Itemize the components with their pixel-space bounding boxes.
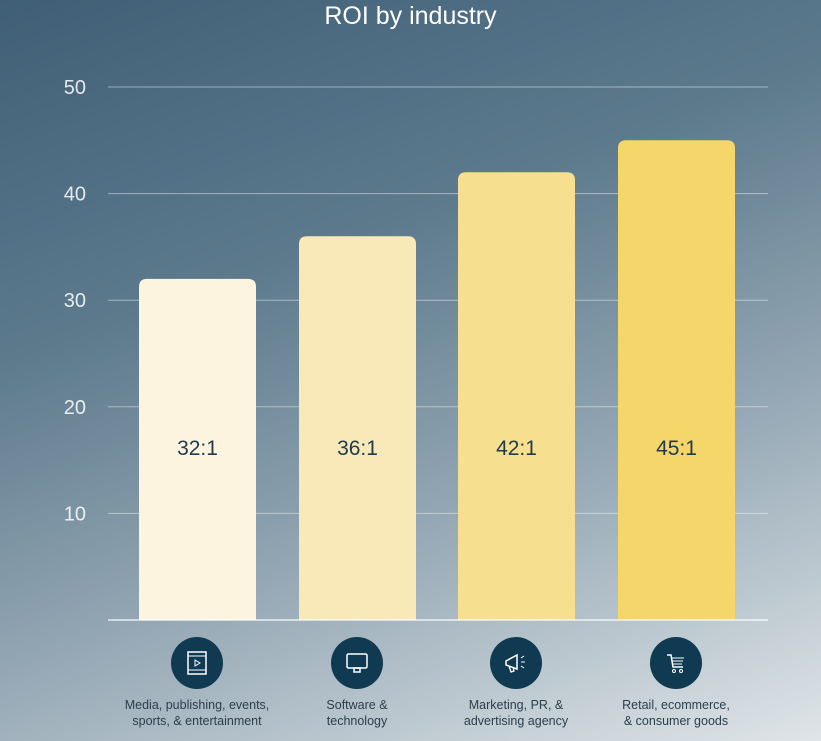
bar — [618, 140, 735, 621]
category-label: Retail, ecommerce, & consumer goods — [591, 697, 761, 729]
megaphone-icon — [490, 637, 542, 689]
data-label: 32:1 — [177, 437, 218, 460]
y-tick-label: 10 — [64, 503, 86, 525]
category-label: Software & technology — [272, 697, 442, 729]
category-label-line: Media, publishing, events, — [124, 698, 270, 712]
category-label-line: Marketing, PR, & — [468, 698, 564, 712]
category-label: Marketing, PR, & advertising agency — [431, 697, 601, 729]
data-label: 45:1 — [656, 437, 697, 460]
film-icon — [171, 637, 223, 689]
category-label-line: & consumer goods — [623, 714, 729, 728]
data-label: 36:1 — [337, 437, 378, 460]
category-label-line: advertising agency — [463, 714, 569, 728]
monitor-icon — [331, 637, 383, 689]
bar — [458, 172, 575, 620]
bar — [299, 236, 416, 621]
y-tick-label: 20 — [64, 397, 86, 419]
category-label-line: sports, & entertainment — [132, 714, 262, 728]
chart-title: ROI by industry — [324, 2, 497, 30]
category-label-line: technology — [326, 714, 388, 728]
y-tick-label: 30 — [64, 290, 86, 312]
shopping-cart-icon — [650, 637, 702, 689]
data-label: 42:1 — [496, 437, 537, 460]
y-tick-label: 40 — [64, 184, 86, 206]
category-label: Media, publishing, events, sports, & ente… — [112, 697, 282, 729]
category-label-line: Retail, ecommerce, — [622, 698, 730, 712]
y-tick-label: 50 — [64, 77, 86, 99]
bar — [139, 278, 256, 620]
category-label-line: Software & — [326, 698, 388, 712]
